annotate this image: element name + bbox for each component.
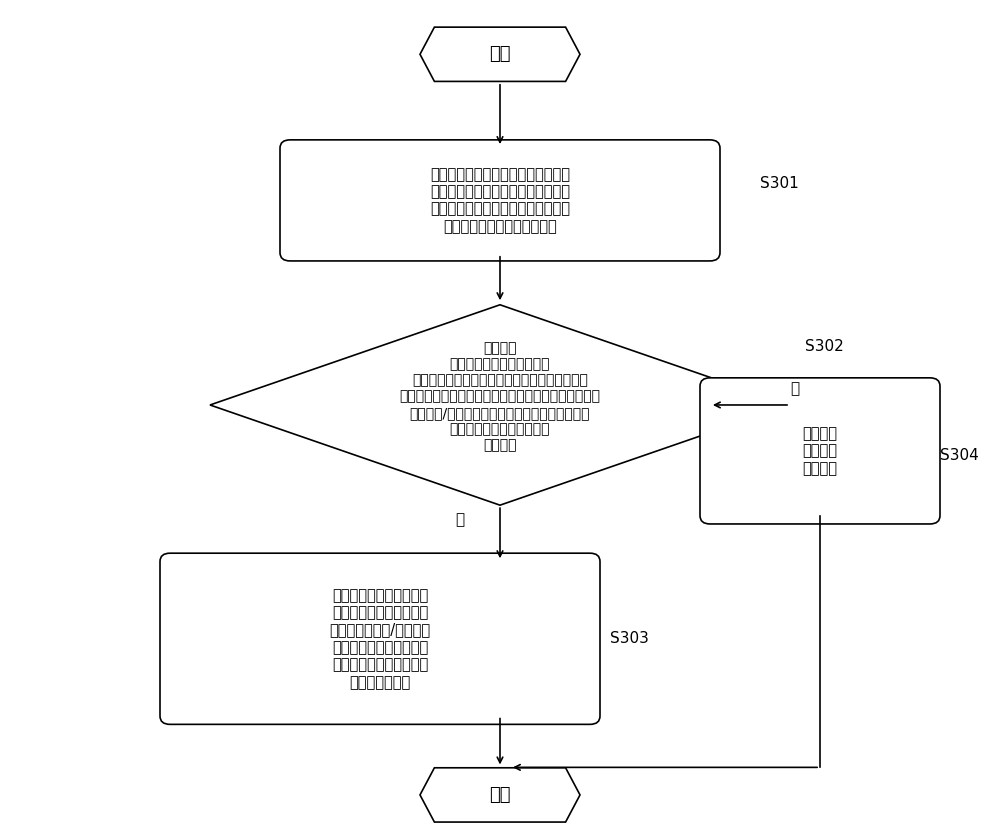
Text: S301: S301 [760,176,799,191]
Text: S304: S304 [940,448,979,463]
Text: 向网络侧
返回接入
失败信息: 向网络侧 返回接入 失败信息 [802,426,838,476]
Text: S302: S302 [805,339,844,354]
Polygon shape [210,305,790,505]
Polygon shape [420,768,580,822]
Text: S303: S303 [610,631,649,646]
Polygon shape [420,27,580,81]
Text: 是: 是 [790,381,800,396]
Text: 返回执行重新启动对所有
可接入制式和各种速率模
式下的通信速率/消耗功率
的比值测试，并判断重新
启动所述测试的累加次数
是否已达预设值: 返回执行重新启动对所有 可接入制式和各种速率模 式下的通信速率/消耗功率 的比值… [329,588,431,690]
Text: 否: 否 [455,512,465,527]
FancyBboxPatch shape [160,553,600,725]
FancyBboxPatch shape [700,377,940,524]
Text: 开始: 开始 [489,45,511,63]
Text: 当前正式接入的可接入制式的通信速
率不满足业务需求，根据各接入制式
的高低排序，将当前正式接入的可接
入制式切换为下一可接入制式: 当前正式接入的可接入制式的通信速 率不满足业务需求，根据各接入制式 的高低排序，… [430,167,570,234]
FancyBboxPatch shape [280,139,720,261]
Text: 结束: 结束 [489,786,511,804]
Text: 当该下一
可接入制式为最低可接入制
式，且该最低可接入制式的通信速率不满足业务
需求，重新启动对所有可接入制式和各种速率模式下的
通信速率/消耗功率的比值测试，: 当该下一 可接入制式为最低可接入制 式，且该最低可接入制式的通信速率不满足业务 … [400,341,600,453]
